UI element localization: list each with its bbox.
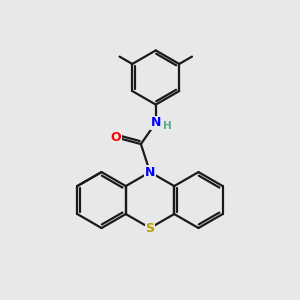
Text: N: N <box>145 166 155 178</box>
Text: N: N <box>151 116 161 129</box>
Text: O: O <box>111 131 121 144</box>
Text: S: S <box>146 221 154 235</box>
Text: H: H <box>163 122 171 131</box>
